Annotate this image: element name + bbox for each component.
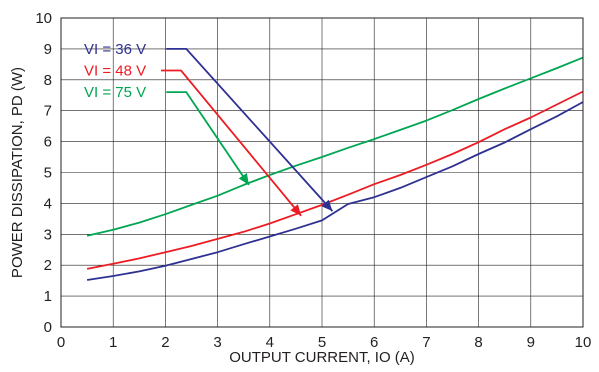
x-tick-label: 1	[109, 334, 117, 351]
grid	[61, 18, 583, 327]
x-tick-label: 4	[266, 334, 274, 351]
x-axis-label: OUTPUT CURRENT, IO (A)	[229, 349, 415, 366]
series-line-1	[86, 90, 584, 270]
arrowhead-2	[238, 173, 249, 185]
plot-frame	[60, 17, 584, 328]
y-tick-label: 6	[44, 134, 52, 151]
leader-line-2	[166, 91, 250, 186]
x-tick-label: 6	[370, 334, 378, 351]
y-tick-label: 3	[44, 226, 52, 243]
series-annotations: VI = 36 V VI = 48 V VI = 75 V	[84, 41, 334, 217]
y-tick-label: 7	[44, 103, 52, 120]
x-tick-label: 5	[318, 334, 326, 351]
x-tick-label: 8	[474, 334, 482, 351]
y-axis-label: POWER DISSIPATION, PD (W)	[9, 67, 26, 278]
series-label-0: VI = 36 V	[84, 41, 146, 58]
leader-line-0	[166, 48, 334, 212]
y-tick-label: 4	[44, 195, 52, 212]
x-tick-labels: 0 1 2 3 4 5 6 7 8 9 10	[57, 334, 592, 351]
y-tick-label: 2	[44, 257, 52, 274]
y-tick-label: 9	[44, 41, 52, 58]
x-tick-label: 0	[57, 334, 65, 351]
y-tick-label: 8	[44, 72, 52, 89]
y-tick-labels: 0 1 2 3 4 5 6 7 8 9 10	[35, 10, 52, 336]
leader-line-1	[161, 69, 302, 217]
series-lines	[86, 56, 584, 281]
y-tick-label: 0	[44, 319, 52, 336]
x-tick-label: 7	[422, 334, 430, 351]
x-tick-label: 2	[161, 334, 169, 351]
series-line-2	[86, 56, 584, 237]
arrowhead-1	[290, 204, 302, 216]
x-tick-label: 9	[527, 334, 535, 351]
series-line-0	[86, 101, 584, 281]
y-tick-label: 10	[35, 10, 52, 27]
series-label-2: VI = 75 V	[84, 84, 146, 101]
x-tick-label: 10	[575, 334, 592, 351]
series-label-1: VI = 48 V	[84, 63, 146, 80]
y-tick-label: 1	[44, 288, 52, 305]
x-tick-label: 3	[213, 334, 221, 351]
arrowhead-0	[321, 199, 333, 212]
y-tick-label: 5	[44, 165, 52, 182]
